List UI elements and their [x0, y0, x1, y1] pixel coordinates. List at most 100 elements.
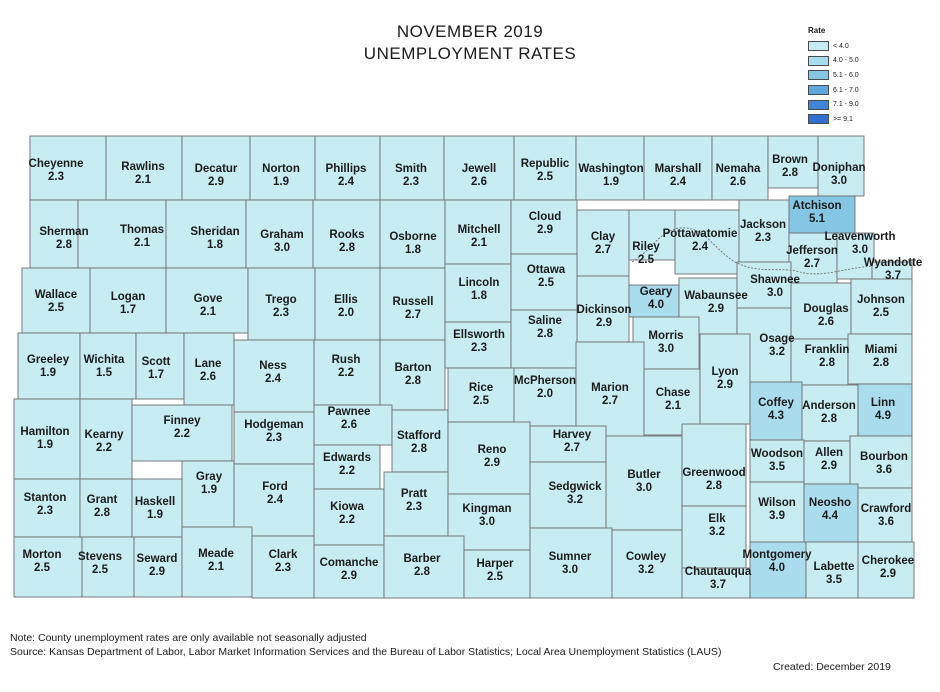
- county-rate-label: 2.5: [487, 571, 504, 583]
- county-rate-label: 2.8: [405, 375, 422, 387]
- county-cowley: [611, 529, 683, 599]
- county-name-label: Douglas: [803, 303, 848, 315]
- county-kearny: [79, 398, 133, 480]
- county-rate-label: 2.9: [596, 317, 612, 329]
- county-shape: [383, 535, 465, 599]
- county-shape: [576, 275, 630, 343]
- legend-item: 5.1 - 6.0: [808, 68, 859, 83]
- county-rate-label: 2.8: [873, 357, 890, 369]
- county-miami: [847, 333, 913, 385]
- county-shape: [77, 199, 167, 269]
- county-pratt: [383, 471, 449, 537]
- county-rate-label: 1.8: [471, 290, 488, 302]
- county-shape: [13, 398, 81, 480]
- county-nemaha: [711, 135, 769, 201]
- county-rate-label: 2.6: [818, 316, 834, 328]
- county-name-label: Cheyenne: [29, 158, 84, 170]
- county-rate-label: 1.9: [273, 176, 289, 188]
- county-cherokee: [857, 541, 915, 599]
- county-thomas: [77, 199, 167, 269]
- county-name-label: Mitchell: [458, 224, 501, 236]
- county-name-label: Linn: [871, 397, 895, 409]
- county-name-label: Pawnee: [328, 406, 371, 418]
- county-name-label: Shawnee: [750, 274, 800, 286]
- county-rate-label: 2.0: [338, 307, 354, 319]
- county-rate-label: 2.9: [149, 566, 165, 578]
- county-name-label: Wichita: [84, 354, 125, 366]
- county-shape: [17, 332, 81, 400]
- legend-label: 4.0 - 5.0: [833, 57, 859, 65]
- county-rate-label: 2.8: [411, 443, 428, 455]
- county-name-label: Johnson: [857, 294, 905, 306]
- county-shape: [767, 135, 819, 189]
- county-rate-label: 2.3: [273, 307, 289, 319]
- county-shape: [89, 267, 167, 334]
- county-name-label: Jefferson: [786, 245, 838, 257]
- county-marshall: [643, 135, 713, 201]
- county-shape: [857, 487, 913, 543]
- county-chautauqua: [681, 567, 751, 599]
- county-rate-label: 3.0: [767, 287, 783, 299]
- county-rate-label: 2.5: [537, 171, 554, 183]
- county-name-label: Rush: [332, 354, 361, 366]
- county-rate-label: 5.1: [809, 213, 826, 225]
- county-name-label: Smith: [395, 163, 427, 175]
- county-shape: [736, 261, 792, 309]
- county-shape: [529, 425, 607, 463]
- county-rate-label: 3.5: [769, 461, 786, 473]
- county-name-label: Cherokee: [862, 555, 914, 567]
- county-shape: [790, 338, 849, 386]
- county-shape: [575, 135, 645, 201]
- county-name-label: McPherson: [514, 375, 576, 387]
- county-rate-label: 3.2: [709, 526, 725, 538]
- county-name-label: Marshall: [655, 163, 702, 175]
- county-johnson: [850, 278, 913, 335]
- county-rate-label: 3.0: [636, 482, 652, 494]
- county-name-label: Graham: [260, 229, 303, 241]
- county-anderson: [801, 384, 859, 442]
- county-shape: [857, 383, 913, 437]
- county-shape: [181, 526, 253, 598]
- county-rate-label: 2.1: [135, 174, 152, 186]
- county-rooks: [312, 199, 381, 269]
- county-rate-label: 2.5: [48, 302, 65, 314]
- county-shape: [245, 199, 314, 269]
- county-rate-label: 2.8: [706, 480, 723, 492]
- county-shape: [447, 421, 531, 495]
- county-rate-label: 3.0: [852, 244, 868, 256]
- county-name-label: Stafford: [397, 430, 441, 442]
- county-name-label: Rice: [469, 382, 493, 394]
- county-logan: [89, 267, 167, 334]
- county-ellis: [314, 267, 381, 341]
- county-shape: [313, 339, 381, 406]
- county-rate-label: 3.0: [562, 564, 578, 576]
- county-hamilton: [13, 398, 81, 480]
- county-shape: [181, 135, 251, 201]
- county-rate-label: 2.4: [670, 176, 687, 188]
- county-rate-label: 2.1: [208, 561, 225, 573]
- legend-label: 5.1 - 6.0: [833, 71, 859, 79]
- county-name-label: Comanche: [320, 557, 379, 569]
- county-shape: [749, 481, 805, 543]
- county-shape: [674, 209, 740, 275]
- county-harper: [463, 549, 531, 599]
- county-clark: [251, 535, 315, 599]
- county-rate-label: 2.1: [665, 400, 682, 412]
- county-name-label: Barber: [403, 553, 441, 565]
- county-rate-label: 2.8: [56, 239, 73, 251]
- county-shape: [575, 341, 645, 437]
- county-rate-label: 2.2: [339, 514, 355, 526]
- county-rate-label: 2.2: [338, 367, 354, 379]
- county-name-label: Chautauqua: [685, 566, 752, 578]
- county-rate-label: 2.1: [134, 237, 151, 249]
- county-rate-label: 2.7: [595, 244, 611, 256]
- county-wichita: [79, 332, 137, 400]
- county-washington: [575, 135, 645, 201]
- county-shape: [681, 423, 747, 507]
- county-rate-label: 2.3: [275, 562, 291, 574]
- county-shape: [850, 278, 913, 335]
- county-rate-label: 2.9: [821, 460, 837, 472]
- county-rate-label: 1.7: [148, 369, 164, 381]
- county-rate-label: 1.8: [207, 239, 224, 251]
- county-name-label: Osborne: [389, 231, 436, 243]
